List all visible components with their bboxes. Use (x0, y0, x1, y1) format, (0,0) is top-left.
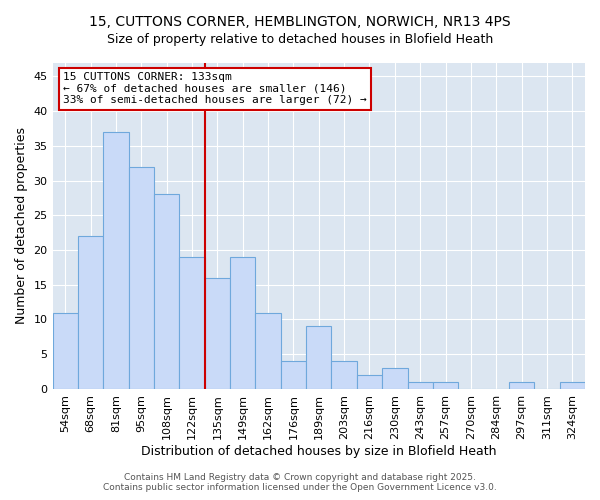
Text: 15 CUTTONS CORNER: 133sqm
← 67% of detached houses are smaller (146)
33% of semi: 15 CUTTONS CORNER: 133sqm ← 67% of detac… (63, 72, 367, 106)
Y-axis label: Number of detached properties: Number of detached properties (15, 127, 28, 324)
Bar (509, 382, 534, 389)
Bar (407, 382, 433, 389)
Bar (78, 236, 103, 389)
Bar (560, 382, 585, 389)
Bar (230, 257, 256, 389)
Bar (306, 326, 331, 389)
Bar (53, 312, 78, 389)
Text: Size of property relative to detached houses in Blofield Heath: Size of property relative to detached ho… (107, 32, 493, 46)
Bar (154, 194, 179, 389)
X-axis label: Distribution of detached houses by size in Blofield Heath: Distribution of detached houses by size … (141, 444, 497, 458)
Bar (205, 278, 230, 389)
Bar (357, 375, 382, 389)
Bar (179, 257, 205, 389)
Bar (382, 368, 407, 389)
Bar (256, 312, 281, 389)
Bar (281, 361, 306, 389)
Text: Contains HM Land Registry data © Crown copyright and database right 2025.
Contai: Contains HM Land Registry data © Crown c… (103, 473, 497, 492)
Bar (103, 132, 128, 389)
Bar (128, 166, 154, 389)
Bar (433, 382, 458, 389)
Text: 15, CUTTONS CORNER, HEMBLINGTON, NORWICH, NR13 4PS: 15, CUTTONS CORNER, HEMBLINGTON, NORWICH… (89, 15, 511, 29)
Bar (331, 361, 357, 389)
